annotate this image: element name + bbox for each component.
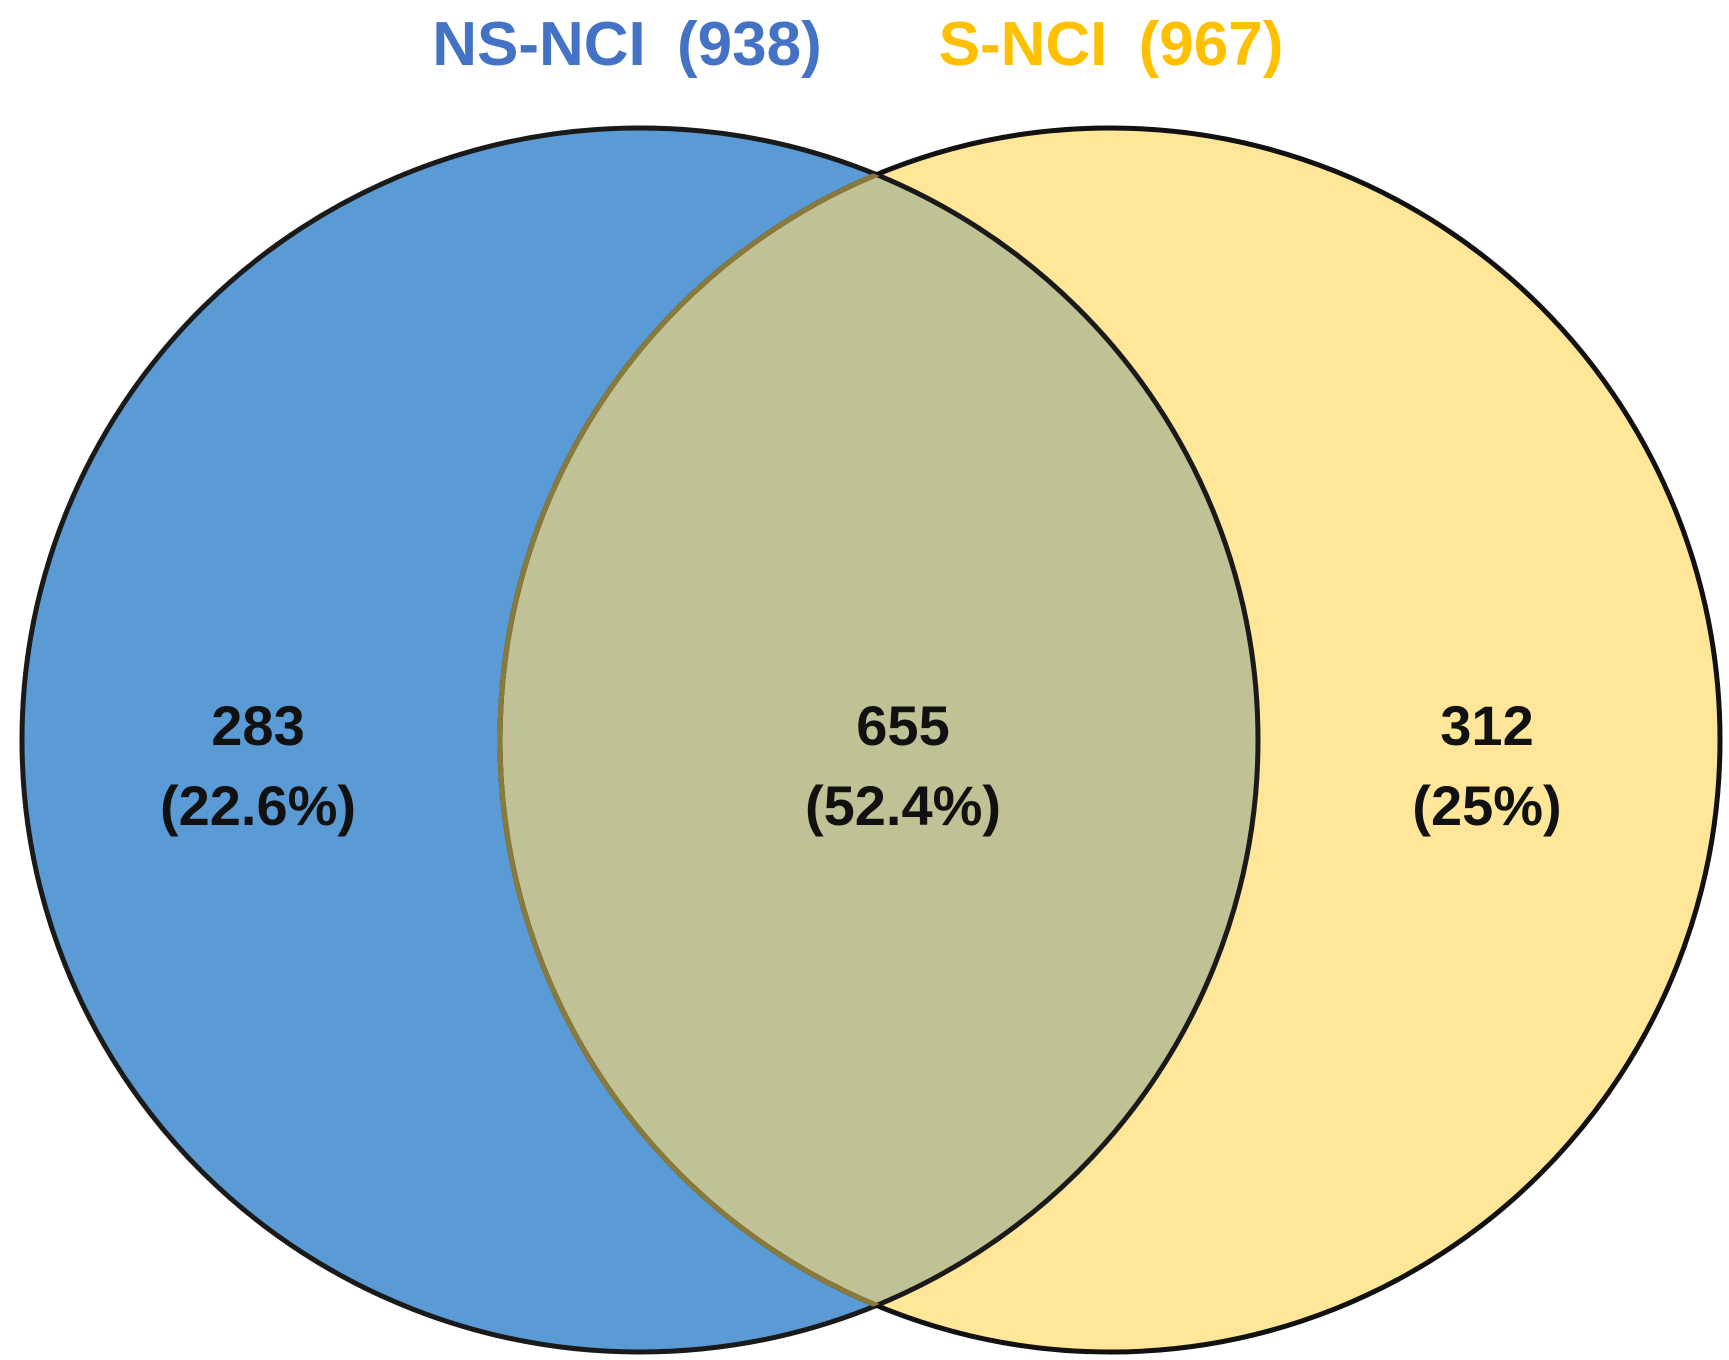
- overlap-inner-edge-right-top: [497, 128, 1258, 1352]
- set-title-s-nci: S-NCI (967): [939, 10, 1284, 79]
- set-title-ns-nci: NS-NCI (938): [432, 10, 822, 79]
- right-only-count: 312: [1440, 694, 1533, 757]
- left-only-percent: (22.6%): [160, 774, 356, 837]
- overlap-inner-edge-left: [19, 125, 1261, 1355]
- intersection-count: 655: [856, 694, 949, 757]
- intersection-percent: (52.4%): [805, 774, 1001, 837]
- left-only-count: 283: [211, 694, 304, 757]
- intersection-region: [500, 128, 1258, 1352]
- right-only-percent: (25%): [1412, 774, 1561, 837]
